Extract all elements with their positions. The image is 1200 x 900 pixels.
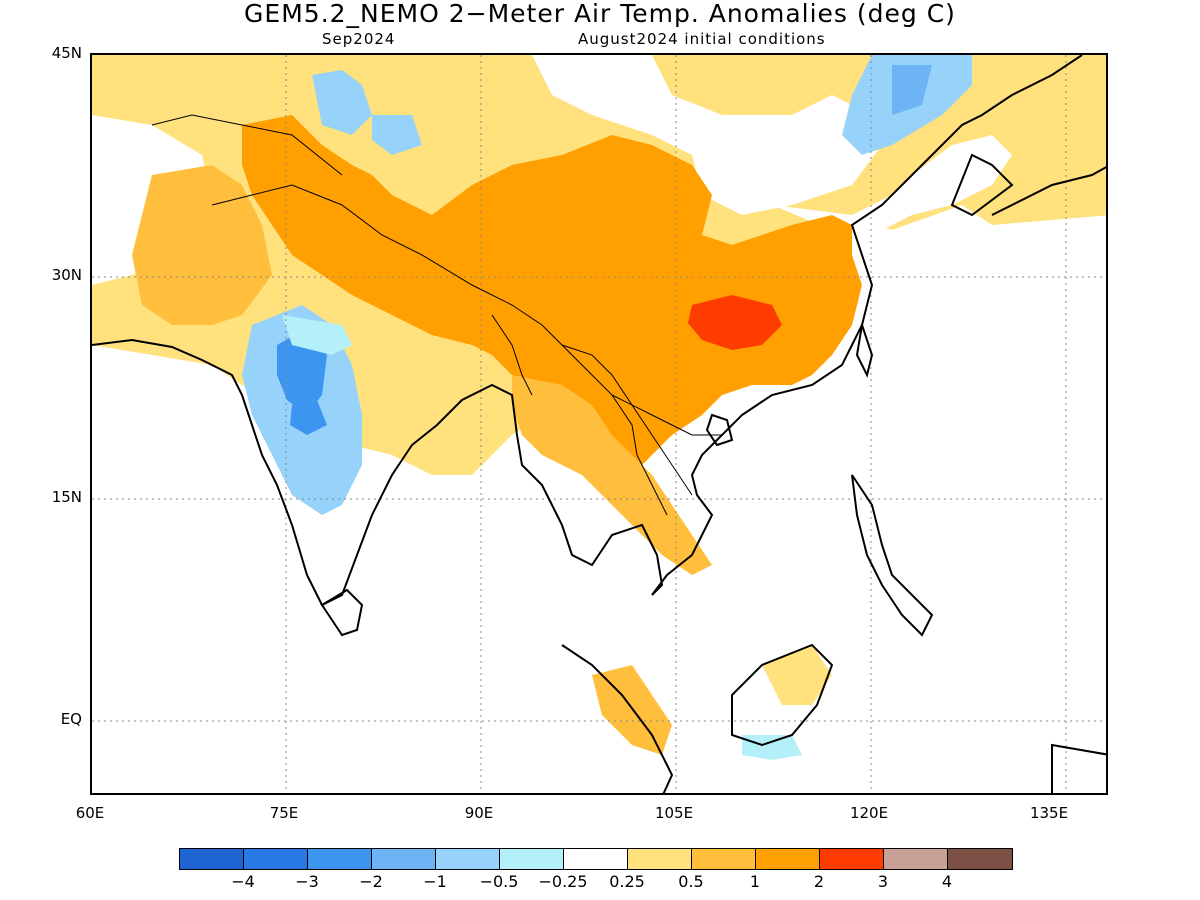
- colorbar-swatch: [756, 849, 820, 869]
- colorbar-label: −1: [423, 872, 447, 891]
- colorbar-swatch: [564, 849, 628, 869]
- map-title: GEM5.2_NEMO 2−Meter Air Temp. Anomalies …: [244, 0, 956, 28]
- colorbar-swatch: [948, 849, 1012, 869]
- lon-label-105e: 105E: [654, 804, 694, 822]
- coastlines: [92, 55, 1106, 793]
- colorbar-label: 0.25: [609, 872, 645, 891]
- lat-label-eq: EQ: [60, 710, 82, 728]
- colorbar-swatch: [692, 849, 756, 869]
- anomaly-shading: [92, 55, 1106, 760]
- graticule: [92, 55, 1106, 793]
- colorbar-label: −4: [231, 872, 255, 891]
- lon-label-60e: 60E: [75, 804, 105, 822]
- lon-label-135e: 135E: [1029, 804, 1069, 822]
- initial-conditions: August2024 initial conditions: [578, 30, 826, 48]
- lon-label-120e: 120E: [849, 804, 889, 822]
- colorbar-label: −2: [359, 872, 383, 891]
- anomaly-map: [92, 55, 1106, 793]
- colorbar-swatch: [628, 849, 692, 869]
- lat-label-30n: 30N: [51, 266, 82, 284]
- colorbar-label: 4: [941, 872, 953, 891]
- colorbar-label: −0.5: [479, 872, 519, 891]
- map-panel: [90, 53, 1108, 795]
- lat-label-45n: 45N: [51, 44, 82, 62]
- lon-label-90e: 90E: [464, 804, 494, 822]
- colorbar-swatch: [180, 849, 244, 869]
- forecast-month: Sep2024: [322, 30, 396, 48]
- lon-label-75e: 75E: [269, 804, 299, 822]
- colorbar-label: −3: [295, 872, 319, 891]
- colorbar-label: 0.5: [678, 872, 704, 891]
- colorbar-swatch: [500, 849, 564, 869]
- colorbar-swatch: [372, 849, 436, 869]
- colorbar-label: −0.25: [538, 872, 588, 891]
- colorbar-swatch: [308, 849, 372, 869]
- lat-label-15n: 15N: [51, 488, 82, 506]
- colorbar: [179, 848, 1013, 870]
- colorbar-label: 3: [877, 872, 889, 891]
- colorbar-swatch: [820, 849, 884, 869]
- country-borders: [151, 114, 722, 516]
- colorbar-swatch: [884, 849, 948, 869]
- colorbar-label: 1: [749, 872, 761, 891]
- colorbar-swatch: [244, 849, 308, 869]
- colorbar-swatch: [436, 849, 500, 869]
- colorbar-label: 2: [813, 872, 825, 891]
